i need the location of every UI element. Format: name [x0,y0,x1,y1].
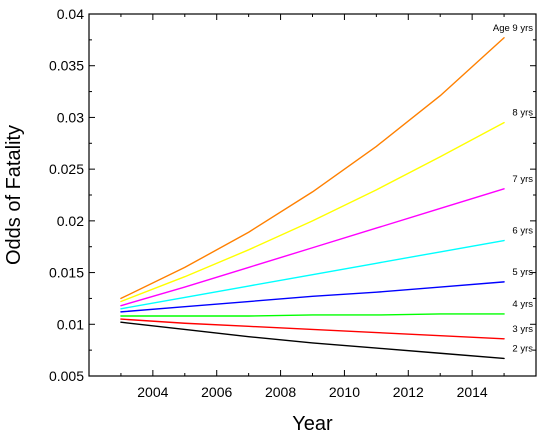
x-tick-label: 2014 [457,384,488,400]
y-tick-label: 0.04 [57,6,84,22]
series-label-2: 7 yrs [512,174,533,185]
series-line-3 [120,239,505,310]
x-tick-label: 2004 [137,384,168,400]
y-tick-label: 0.035 [49,58,84,74]
series-line-4 [120,281,505,313]
x-tick-label: 2010 [329,384,360,400]
series-line-5 [120,313,505,317]
series-lines [120,37,505,360]
series-label-1: 8 yrs [512,108,533,119]
y-tick-label: 0.015 [49,265,84,281]
series-label-4: 5 yrs [512,267,533,278]
x-axis: 2004 2006 2008 2010 2012 2014 [120,14,505,400]
x-axis-title: Year [292,413,333,435]
series-line-2 [120,188,505,307]
x-tick-label: 2006 [201,384,232,400]
series-labels: Age 9 yrs 8 yrs 7 yrs 6 yrs 5 yrs 4 yrs 3 yrs 2… [493,23,533,355]
x-tick-label: 2012 [393,384,424,400]
y-tick-label: 0.01 [57,316,84,332]
series-label-0: Age 9 yrs [493,23,533,34]
y-axis: 0.005 0.01 0.015 0.02 0.025 0.03 0.035 0.04 [49,6,536,384]
y-tick-label: 0.005 [49,368,84,384]
y-tick-label: 0.03 [57,109,84,125]
y-tick-label: 0.025 [49,161,84,177]
series-line-0 [120,37,505,300]
series-label-3: 6 yrs [512,226,533,237]
series-line-7 [120,321,505,360]
x-tick-label: 2008 [265,384,296,400]
series-line-1 [120,121,505,303]
series-label-5: 4 yrs [512,299,533,310]
y-axis-title: Odds of Fatality [3,125,25,265]
series-label-7: 2 yrs [512,343,533,354]
series-label-6: 3 yrs [512,324,533,335]
series-line-6 [120,318,505,340]
y-tick-label: 0.02 [57,213,84,229]
